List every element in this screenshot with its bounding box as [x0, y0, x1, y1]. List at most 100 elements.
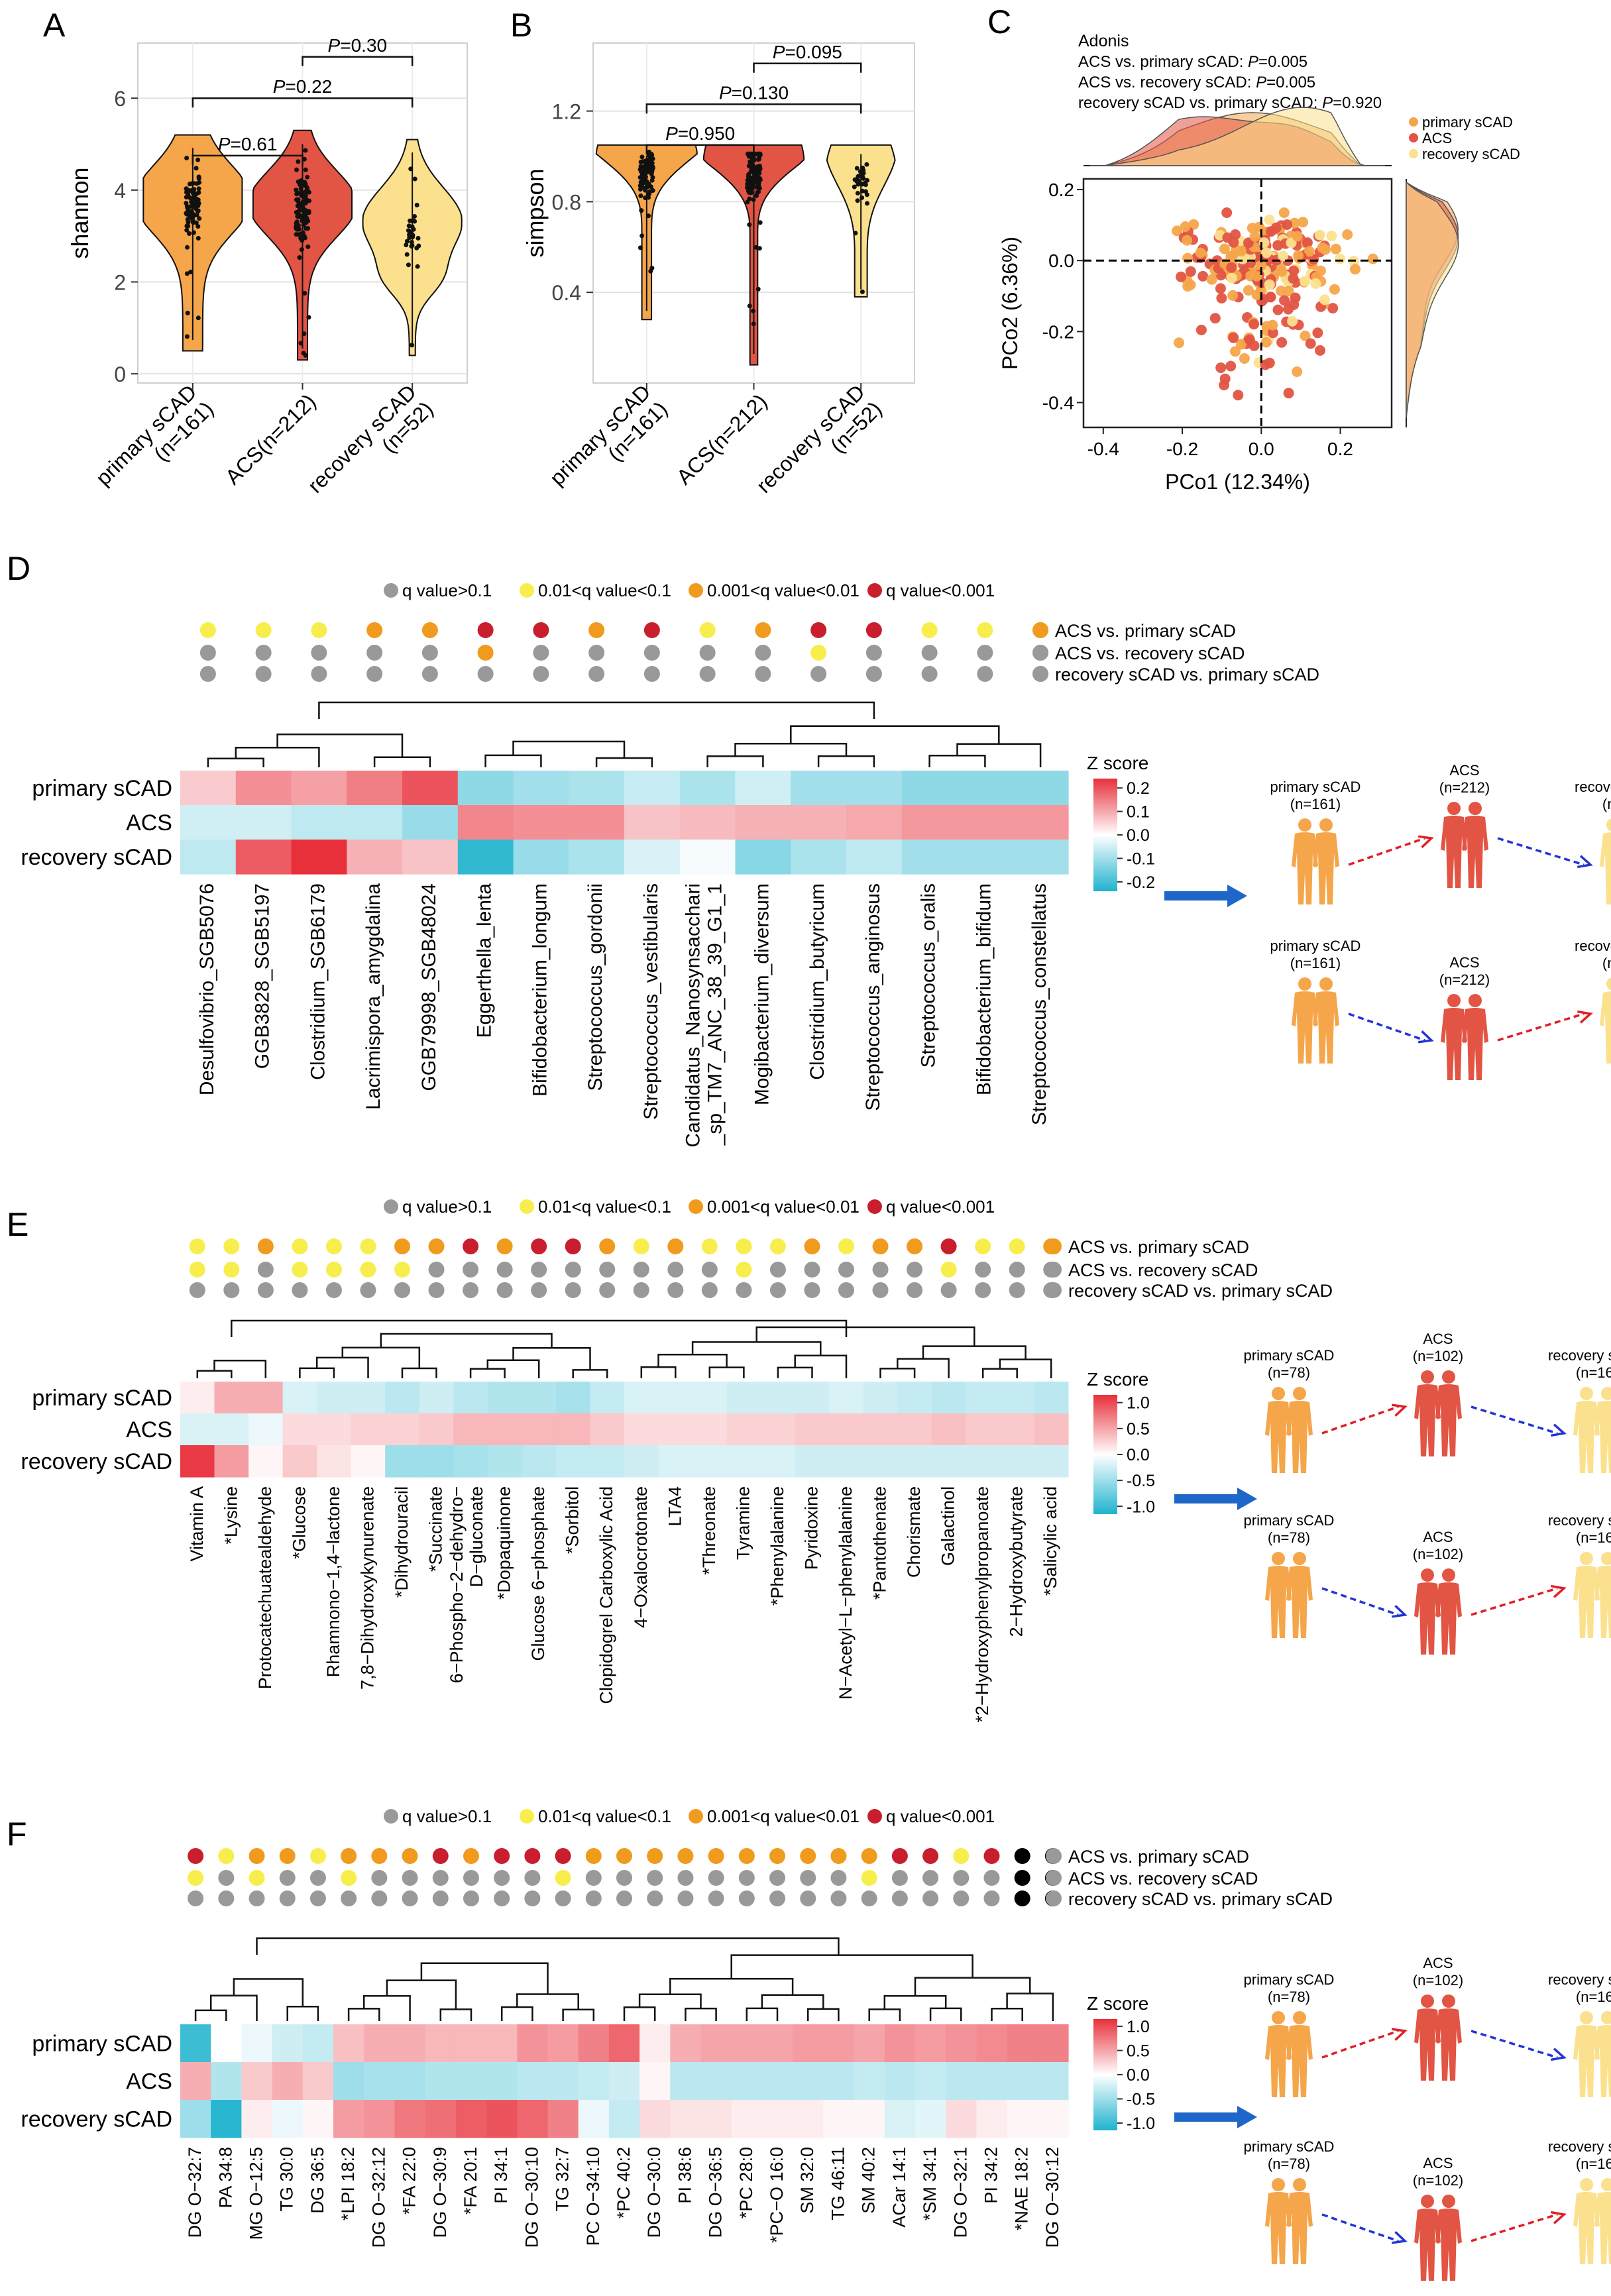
panelF-column-label: *PC 40:2 — [614, 2147, 634, 2218]
panelE-sig-dot — [872, 1238, 889, 1254]
panelE-heat-cell — [385, 1382, 420, 1414]
panelB-data-point — [648, 164, 653, 169]
pcoa-xtick-label: 0.0 — [1249, 439, 1274, 459]
pcoa-point — [1182, 281, 1194, 292]
panelB-data-point — [854, 179, 860, 184]
panelA-pvalue-label: P=0.61 — [218, 134, 278, 154]
panelE-heat-cell — [1034, 1413, 1069, 1446]
panelF-heat-cell — [823, 2062, 855, 2101]
panelF-heat-cell — [854, 2024, 885, 2063]
panelB-xtick-label: ACS(n=212) — [672, 389, 772, 489]
panelD-heat-cell — [180, 840, 237, 875]
schematic-dashed-arrow — [1321, 2030, 1399, 2059]
person-silhouette — [1414, 1995, 1441, 2081]
panelF-row-label: primary sCAD — [32, 2032, 172, 2057]
panelF-dendrogram-branch — [806, 2008, 840, 2021]
panelE-sig-dot — [428, 1238, 445, 1254]
panelF-heat-cell — [731, 2100, 763, 2138]
person-silhouette — [1286, 2178, 1313, 2264]
panelA-data-point — [304, 209, 309, 214]
panelD-sig-dot — [366, 645, 383, 661]
panelE-sig-dot — [531, 1262, 547, 1278]
panelF-dendrogram-branch — [638, 1993, 702, 2009]
panelF-heat-cell — [1037, 2062, 1069, 2101]
panelA-data-point — [196, 186, 201, 191]
panelF-sig-dot — [616, 1870, 632, 1886]
panelF-column-label: PI 34:2 — [981, 2147, 1001, 2204]
panelE-column-label: *Succinate — [426, 1486, 446, 1572]
person-body — [1414, 1384, 1441, 1456]
panelD-column-label: Streptococcus_gordonii — [584, 883, 606, 1091]
qvalue-legend-label: q value>0.1 — [402, 1197, 492, 1217]
panelF-heat-cell — [976, 2024, 1008, 2063]
panelF-sig-dot — [309, 1890, 326, 1906]
panelA-data-point — [303, 148, 308, 153]
panelE-zscore-tick-label: 1.0 — [1127, 1394, 1150, 1413]
panelD-heat-cell — [347, 840, 403, 875]
schematic-dashed-arrow — [1471, 2213, 1558, 2242]
schematic-n: (n=161) — [1290, 796, 1341, 812]
panelF-sig-dot — [800, 1848, 816, 1864]
pcoa-point — [1264, 214, 1275, 225]
panelE-sig-dot — [838, 1238, 854, 1254]
panelE-sig-dot — [1009, 1238, 1025, 1254]
panelF-heat-cell — [241, 2024, 273, 2063]
panelB-data-point — [650, 175, 655, 180]
panelE-column-label: Vitamin A — [187, 1486, 207, 1562]
panelF-column-label: DG 36:5 — [307, 2147, 327, 2214]
panelE-column-label: 4−Oxalocrotonate — [631, 1486, 651, 1628]
pcoa-point — [1330, 243, 1341, 254]
panelD-sig-dot — [588, 666, 605, 682]
panelF-heat-cell — [976, 2100, 1008, 2138]
panelF-heat-cell — [394, 2062, 426, 2101]
panelF-dendrogram-root — [256, 1937, 840, 1955]
panelF-column-label: DG O−30:12 — [1042, 2147, 1062, 2248]
panelA-data-point — [306, 244, 311, 249]
panelF-heat-cell — [394, 2100, 426, 2138]
person-body — [1265, 1566, 1292, 1638]
panelE-heat-cell — [282, 1413, 317, 1446]
panelA-data-point — [404, 239, 410, 244]
pcoa-point — [1239, 353, 1250, 364]
panelE-column-label: Chorismate — [904, 1486, 924, 1578]
panelA-data-point — [194, 181, 199, 186]
person-silhouette — [1286, 2011, 1313, 2097]
panelD-heat-cell — [235, 840, 292, 875]
panelE-sig-dot — [769, 1238, 786, 1254]
panelA-data-point — [303, 195, 308, 201]
panelF-heat-cell — [180, 2100, 211, 2138]
panelB-ytick-label: 1.2 — [552, 100, 581, 124]
person-head — [1293, 2011, 1306, 2024]
schematic-arrowhead — [1577, 855, 1593, 869]
panelA-pvalue-p: P — [328, 35, 341, 56]
panelF-sig-dot — [524, 1848, 541, 1864]
panelF-heat-cell — [731, 2062, 763, 2101]
schematic-label: recovery sCAD — [1575, 938, 1611, 954]
panelE-sig-dot — [769, 1262, 786, 1278]
panelE-sig-dot — [463, 1238, 479, 1254]
panelB-data-point — [638, 193, 643, 198]
panelF-dendrogram-branch — [386, 1979, 457, 2010]
panelF-sig-dot — [922, 1890, 939, 1906]
panelD-sig-dot — [643, 645, 660, 661]
panelE-heat-cell — [863, 1413, 898, 1446]
panelF-sig-dot — [769, 1890, 786, 1906]
panelF-heat-cell — [272, 2062, 304, 2101]
panelF-column-label: PC O−34:10 — [583, 2147, 603, 2246]
panelB-pvalue-bracket — [645, 103, 862, 114]
panelF-sig-dot — [616, 1848, 632, 1864]
panelF-comparison-dot — [1046, 1890, 1062, 1906]
panelB-data-point — [863, 182, 868, 188]
panelF-sig-dot — [494, 1890, 510, 1906]
panelE-sig-dot — [257, 1238, 274, 1254]
panelE-sig-dot — [223, 1262, 240, 1278]
panelB-data-point — [748, 169, 753, 174]
panelE-dendrogram-branch — [572, 1369, 608, 1378]
panelF-heat-cell — [915, 2024, 946, 2063]
panelF-qvalue-legend: q value>0.1 0.01<q value<0.1 0.001<q value… — [384, 1806, 995, 1826]
person-silhouette — [1594, 2011, 1611, 2097]
panelD-dendrogram-branch — [484, 754, 542, 767]
panelA-pvalue-bracket — [192, 154, 304, 165]
panelB-xtick-line: ACS(n=212) — [672, 389, 772, 489]
panelE-comparison-label: ACS vs. primary sCAD — [1068, 1237, 1249, 1257]
